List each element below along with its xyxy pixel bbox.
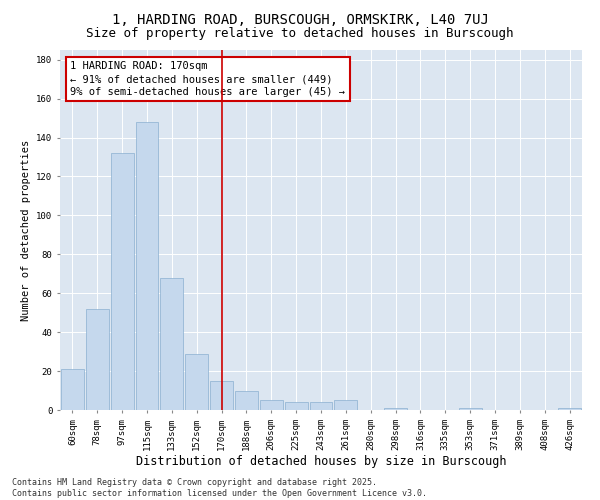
X-axis label: Distribution of detached houses by size in Burscough: Distribution of detached houses by size …	[136, 456, 506, 468]
Bar	[384, 408, 407, 410]
Bar	[260, 400, 283, 410]
Text: Contains HM Land Registry data © Crown copyright and database right 2025.
Contai: Contains HM Land Registry data © Crown c…	[12, 478, 427, 498]
Bar	[61, 369, 84, 410]
Bar	[160, 278, 183, 410]
Bar	[459, 408, 482, 410]
Bar	[136, 122, 158, 410]
Bar	[310, 402, 332, 410]
Y-axis label: Number of detached properties: Number of detached properties	[20, 140, 31, 320]
Bar	[285, 402, 308, 410]
Bar	[210, 381, 233, 410]
Text: Size of property relative to detached houses in Burscough: Size of property relative to detached ho…	[86, 28, 514, 40]
Bar	[334, 400, 357, 410]
Bar	[111, 153, 134, 410]
Bar	[86, 309, 109, 410]
Text: 1, HARDING ROAD, BURSCOUGH, ORMSKIRK, L40 7UJ: 1, HARDING ROAD, BURSCOUGH, ORMSKIRK, L4…	[112, 12, 488, 26]
Bar	[235, 390, 258, 410]
Bar	[185, 354, 208, 410]
Bar	[558, 408, 581, 410]
Text: 1 HARDING ROAD: 170sqm
← 91% of detached houses are smaller (449)
9% of semi-det: 1 HARDING ROAD: 170sqm ← 91% of detached…	[70, 61, 346, 97]
